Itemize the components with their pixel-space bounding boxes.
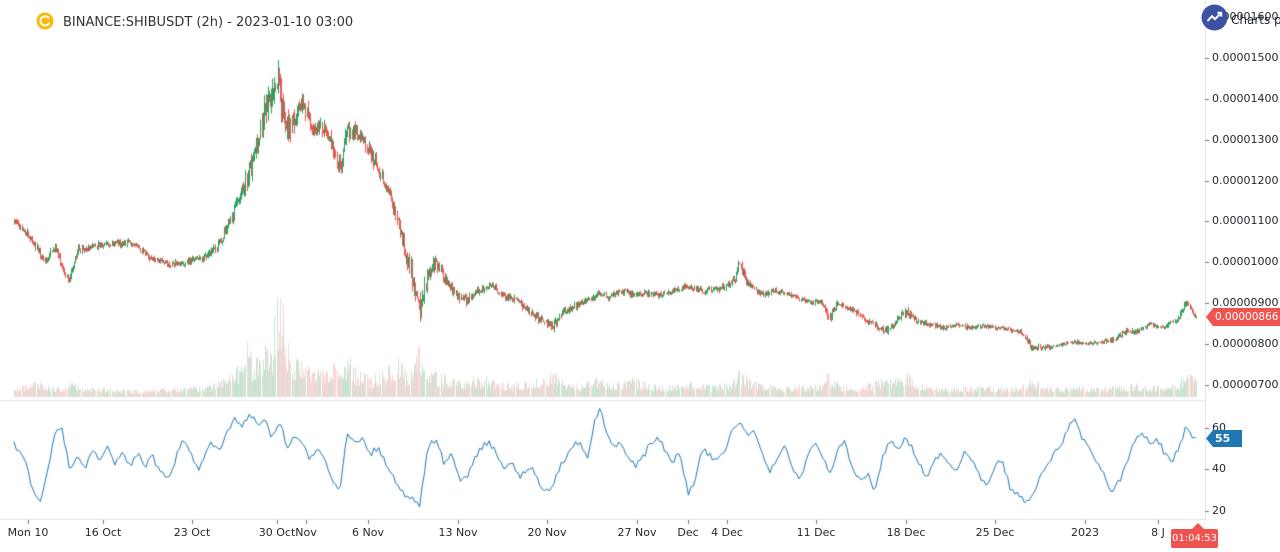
time-axis-label: Dec	[677, 526, 699, 539]
price-axis-label: 0.00001300	[1212, 132, 1279, 146]
time-axis-label: 13 Nov	[438, 526, 478, 539]
time-axis-label: Nov	[295, 526, 317, 539]
price-axis-label: 0.00000700	[1212, 378, 1279, 391]
time-axis-label: Mon 10	[7, 526, 49, 539]
coin-icon	[36, 12, 54, 30]
charts-attribution-link[interactable]: Charts p	[1201, 4, 1280, 35]
countdown-value: 01:04:53	[1172, 533, 1217, 544]
price-axis-label: 0.00001000	[1212, 255, 1279, 269]
last-price-tag: 0.00000866	[1206, 308, 1280, 326]
time-axis-label: 11 Dec	[796, 526, 836, 539]
time-axis-label: 27 Nov	[617, 526, 657, 539]
time-axis-label: 4 Dec	[711, 526, 743, 539]
time-axis-label: 2023	[1071, 526, 1099, 539]
time-axis[interactable]: Mon 10 16 Oct 23 Oct 30 Oct Nov 6 Nov 13 Nov 20…	[0, 520, 1205, 552]
trending-chart-icon	[1201, 4, 1228, 35]
time-axis-label: 20 Nov	[527, 526, 567, 539]
chart-title: BINANCE:SHIBUSDT (2h) - 2023-01-10 03:00	[63, 15, 354, 30]
candle-countdown-tag: 01:04:53	[1171, 523, 1218, 548]
price-axis-label: 0.00001400	[1212, 91, 1279, 105]
rsi-axis-label: 20	[1212, 503, 1226, 517]
time-axis-label: 18 Dec	[886, 526, 926, 539]
time-axis-label: 16 Oct	[84, 526, 122, 539]
time-axis-label: 25 Dec	[975, 526, 1015, 539]
time-axis-label: 6 Nov	[352, 526, 384, 539]
time-axis-label: 30 Oct	[258, 526, 296, 539]
price-axis-label: 0.00000800	[1212, 337, 1279, 351]
price-axis-label: 0.00001500	[1212, 50, 1279, 64]
rsi-axis[interactable]: 60 40 20	[1206, 402, 1280, 519]
last-price-value: 0.00000866	[1215, 311, 1279, 323]
time-axis-label: 23 Oct	[173, 526, 211, 539]
price-axis-label: 0.00001100	[1212, 214, 1279, 228]
rsi-axis-label: 40	[1212, 462, 1226, 476]
price-axis[interactable]: 0.00001600 0.00001500 0.00001400 0.00001300…	[1206, 0, 1280, 400]
rsi-value-tag: 55	[1206, 430, 1242, 447]
attribution-label: Charts p	[1231, 12, 1280, 27]
time-axis-label: 8 J	[1151, 526, 1165, 539]
price-axis-label: 0.00001600	[1212, 10, 1279, 23]
price-axis-label: 0.00000900	[1212, 296, 1279, 310]
countdown-pointer-icon	[1192, 523, 1204, 529]
price-axis-label: 0.00001200	[1212, 173, 1279, 187]
rsi-value: 55	[1215, 432, 1231, 445]
